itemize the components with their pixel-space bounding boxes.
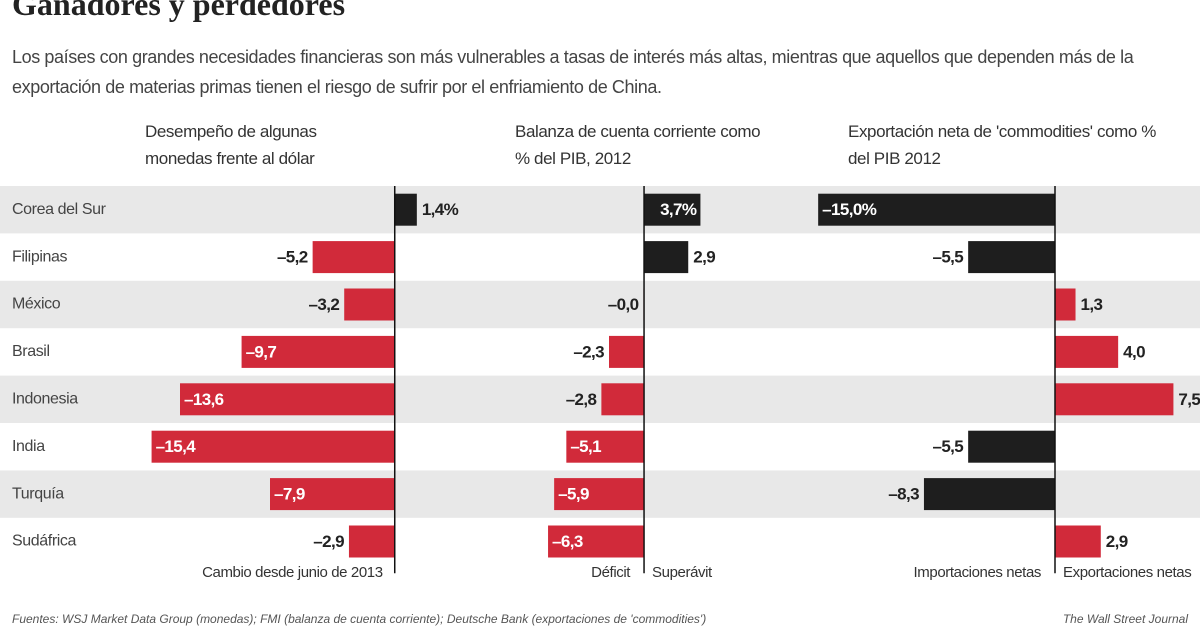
value-label: –5,5: [932, 248, 963, 267]
chart: Corea del Sur Filipinas México Brasil Indone…: [0, 186, 1200, 581]
value-label: –2,9: [313, 532, 344, 551]
category-label: Corea del Sur: [12, 201, 107, 218]
value-label: 1,4%: [422, 200, 459, 219]
category-label: México: [12, 296, 61, 313]
subtitle: Los países con grandes necesidades finan…: [12, 47, 1134, 97]
bar: [923, 478, 1055, 511]
value-label: 4,0: [1123, 342, 1145, 361]
bar: [241, 335, 395, 368]
bar: [644, 193, 701, 226]
bar: [548, 525, 645, 558]
credit: The Wall Street Journal: [1062, 612, 1188, 626]
bar: [312, 241, 395, 274]
bar: [1055, 525, 1101, 558]
category-label: Filipinas: [12, 248, 67, 265]
value-label: –5,9: [558, 485, 589, 504]
value-label: –5,2: [277, 248, 308, 267]
value-label: –2,8: [566, 390, 597, 409]
value-label: –5,1: [570, 437, 601, 456]
value-label: –5,5: [932, 437, 963, 456]
value-label: –6,3: [552, 532, 583, 551]
title: Ganadores y perdedores: [12, 0, 346, 22]
panel-title: Balanza de cuenta corriente como % del P…: [515, 122, 761, 168]
axis-label: Déficit: [591, 564, 631, 581]
bar: [818, 193, 1055, 226]
category-label: Indonesia: [12, 391, 78, 408]
bar: [968, 430, 1055, 463]
panel-title: Exportación neta de 'commodities' como %…: [848, 122, 1156, 168]
bar: [151, 430, 395, 463]
row-band: [0, 280, 1200, 329]
value-label: –9,7: [246, 342, 277, 361]
bar: [348, 525, 395, 558]
bar: [968, 241, 1055, 274]
value-label: –8,3: [888, 485, 919, 504]
bar: [554, 478, 645, 511]
axis-label: Superávit: [652, 564, 713, 581]
bar: [1055, 383, 1174, 416]
value-label: –3,2: [309, 295, 340, 314]
bar: [344, 288, 395, 321]
value-label: 2,9: [1106, 532, 1128, 551]
value-label: –13,6: [184, 390, 224, 409]
bar: [270, 478, 395, 511]
bar: [609, 335, 645, 368]
axis-label: Importaciones netas: [914, 564, 1041, 581]
value-label: –15,0%: [822, 200, 877, 219]
value-label: –15,4: [156, 437, 197, 456]
category-label: India: [12, 438, 45, 455]
value-label: –2,3: [573, 342, 604, 361]
bar: [394, 193, 417, 226]
source: Fuentes: WSJ Market Data Group (monedas)…: [12, 612, 707, 626]
category-label: Sudáfrica: [12, 533, 76, 550]
category-label: Brasil: [12, 343, 50, 360]
bar: [1055, 335, 1119, 368]
value-label: 3,7%: [660, 200, 697, 219]
bar: [644, 241, 689, 274]
value-label: –0,0: [608, 295, 639, 314]
bar: [601, 383, 645, 416]
bar: [1055, 288, 1076, 321]
bar: [180, 383, 395, 416]
bar: [566, 430, 645, 463]
category-label: Turquía: [12, 485, 64, 502]
axis-label: Exportaciones netas: [1063, 564, 1191, 581]
axis-label: Cambio desde junio de 2013: [202, 564, 383, 581]
value-label: 7,5: [1178, 390, 1200, 409]
value-label: –7,9: [274, 485, 305, 504]
panel-title: Desempeño de algunas monedas frente al d…: [145, 122, 317, 168]
value-label: 1,3: [1081, 295, 1103, 314]
value-label: 2,9: [693, 248, 715, 267]
